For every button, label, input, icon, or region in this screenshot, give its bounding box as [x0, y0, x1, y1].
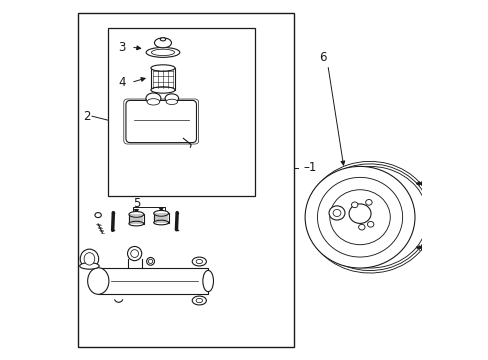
Ellipse shape — [332, 210, 340, 216]
Ellipse shape — [192, 296, 206, 305]
Bar — [78, 13, 293, 347]
Ellipse shape — [154, 38, 171, 48]
Bar — [129, 215, 143, 224]
Ellipse shape — [329, 190, 389, 245]
Ellipse shape — [151, 87, 175, 93]
Ellipse shape — [151, 65, 175, 71]
Ellipse shape — [87, 268, 109, 294]
Text: 4: 4 — [118, 76, 126, 89]
Ellipse shape — [146, 48, 180, 57]
Ellipse shape — [129, 221, 143, 226]
Ellipse shape — [153, 220, 168, 225]
Ellipse shape — [365, 199, 371, 205]
Ellipse shape — [351, 202, 357, 208]
Ellipse shape — [196, 260, 202, 264]
Ellipse shape — [367, 221, 373, 227]
Bar — [153, 213, 168, 222]
Ellipse shape — [127, 247, 142, 261]
Ellipse shape — [166, 99, 177, 104]
Text: 3: 3 — [118, 41, 125, 54]
Ellipse shape — [192, 257, 206, 266]
Ellipse shape — [80, 249, 99, 269]
Ellipse shape — [348, 204, 370, 224]
Bar — [151, 68, 175, 90]
Ellipse shape — [130, 249, 138, 257]
Ellipse shape — [203, 270, 213, 292]
Ellipse shape — [145, 93, 161, 104]
Ellipse shape — [165, 94, 178, 103]
Ellipse shape — [358, 224, 364, 230]
Ellipse shape — [147, 99, 160, 105]
Ellipse shape — [196, 298, 202, 303]
Bar — [98, 268, 208, 294]
Ellipse shape — [151, 49, 174, 55]
Ellipse shape — [305, 166, 414, 268]
Ellipse shape — [328, 206, 344, 220]
Text: –1: –1 — [303, 161, 316, 174]
Ellipse shape — [153, 211, 168, 216]
Ellipse shape — [129, 212, 143, 217]
Bar — [108, 28, 255, 196]
Text: 5: 5 — [132, 197, 140, 210]
Text: 6: 6 — [318, 51, 325, 64]
Ellipse shape — [95, 213, 101, 217]
Ellipse shape — [160, 38, 165, 41]
Ellipse shape — [84, 253, 95, 265]
Ellipse shape — [80, 263, 99, 269]
Text: 2: 2 — [83, 110, 90, 123]
Ellipse shape — [148, 259, 152, 264]
Ellipse shape — [146, 257, 154, 265]
FancyBboxPatch shape — [126, 100, 196, 143]
